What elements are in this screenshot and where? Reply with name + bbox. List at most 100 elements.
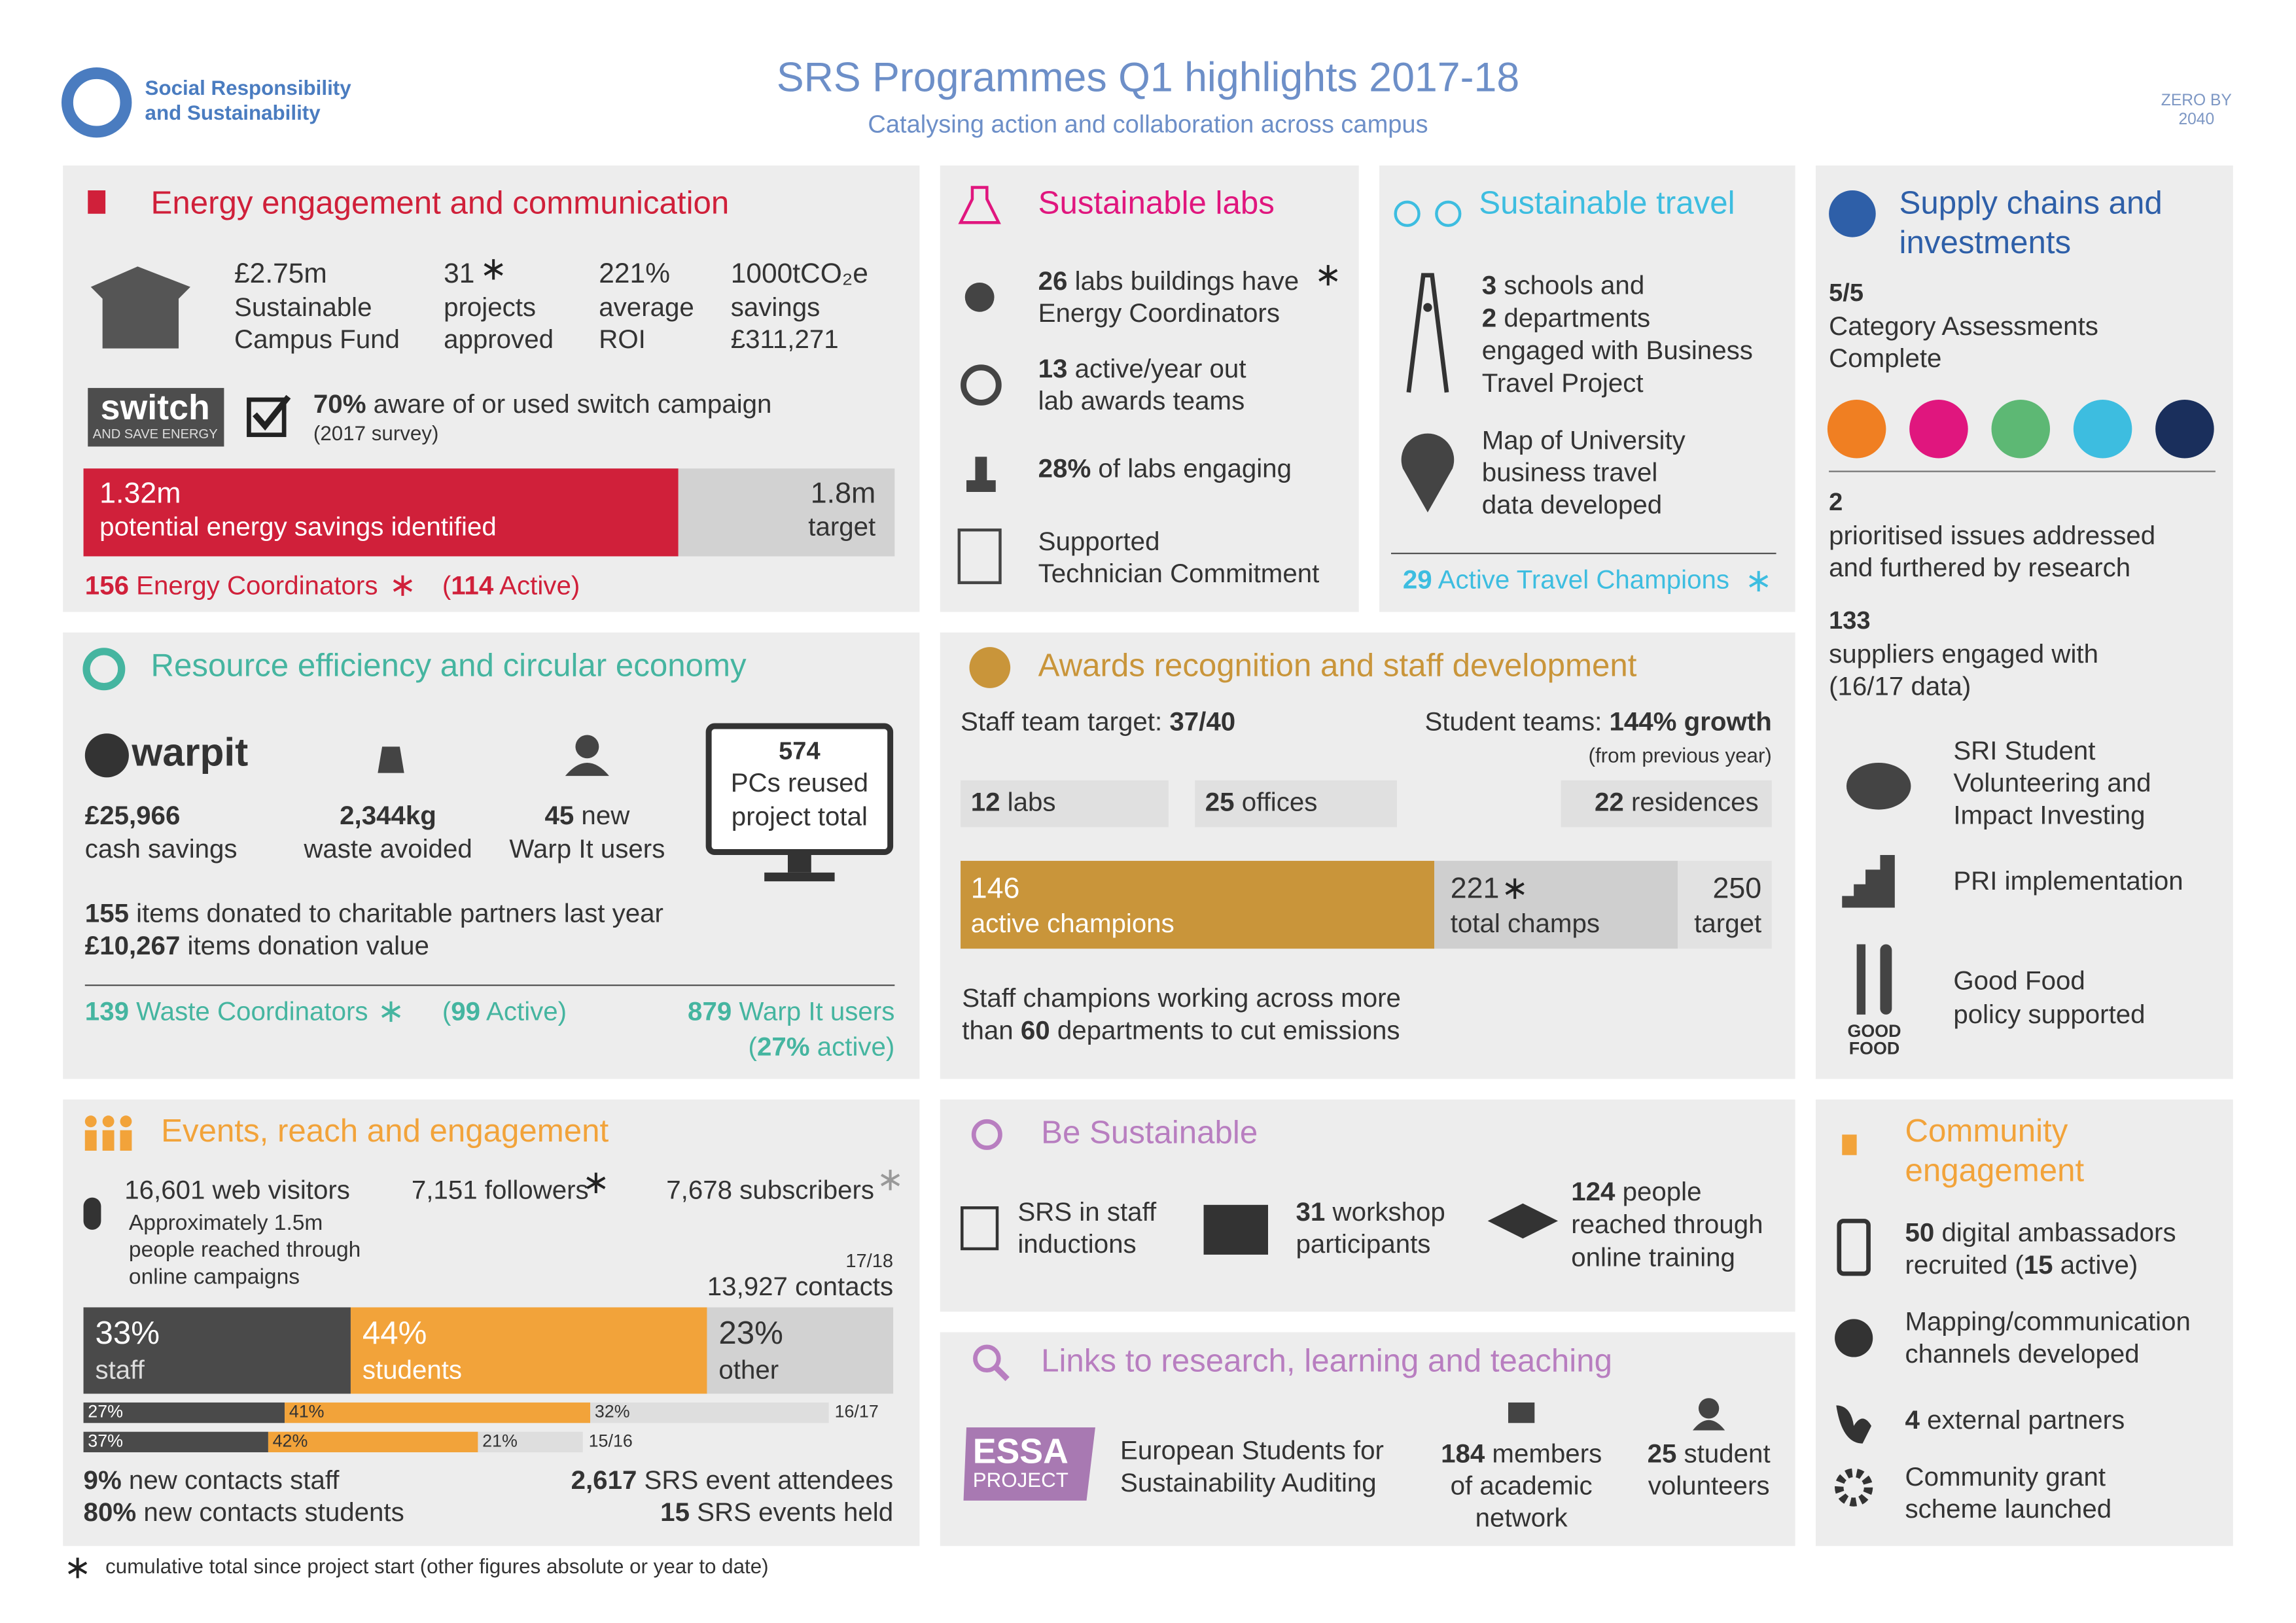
subtitle: Catalysing action and collaboration acro… bbox=[868, 111, 1428, 139]
asterisk-icon bbox=[586, 1176, 606, 1189]
text: Sustainable bbox=[234, 292, 372, 322]
panel bbox=[63, 632, 920, 1079]
text: 221% bbox=[599, 258, 670, 289]
text: business travel bbox=[1482, 458, 1658, 487]
text-segment: Active) bbox=[493, 570, 580, 600]
bold-figure: 28% bbox=[1038, 453, 1091, 483]
text-segment: digital ambassadors bbox=[1934, 1217, 2176, 1247]
text-segment: Energy Coordinators bbox=[129, 570, 378, 600]
text: projects bbox=[444, 292, 536, 322]
hands-icon bbox=[1836, 1405, 1872, 1444]
text-segment: new contacts students bbox=[136, 1497, 404, 1527]
bold-figure: 50 bbox=[1905, 1217, 1934, 1247]
text: 574 bbox=[779, 737, 820, 765]
bold-figure: 26 bbox=[1038, 266, 1068, 296]
panel bbox=[940, 1099, 1795, 1312]
bold-figure: 25 bbox=[1205, 787, 1235, 816]
text: Mapping/communication bbox=[1905, 1307, 2190, 1336]
search-icon bbox=[973, 1344, 1001, 1373]
be-sustainable-icon bbox=[971, 1119, 1002, 1150]
switch-logo-box bbox=[88, 388, 224, 447]
text: 250 bbox=[1713, 872, 1762, 905]
bold-figure: 12 bbox=[971, 787, 1000, 816]
user-icon bbox=[1698, 1398, 1720, 1419]
rich-text: Student teams: 144% growth bbox=[1424, 707, 1771, 736]
bold-figure: 155 bbox=[85, 898, 129, 928]
text-segment: labs buildings have bbox=[1067, 266, 1299, 296]
rich-text: £25,966 bbox=[85, 800, 181, 829]
logo-ring bbox=[61, 67, 132, 138]
text: 2 bbox=[1829, 489, 1843, 516]
rich-text: 70% aware of or used switch campaign bbox=[313, 389, 772, 419]
text: 2040 bbox=[2178, 111, 2214, 128]
text: European Students for bbox=[1120, 1436, 1384, 1465]
text-segment: new bbox=[574, 800, 630, 829]
text: 32% bbox=[595, 1402, 630, 1422]
text: 1.32m bbox=[99, 476, 181, 509]
rich-text: 2 departments bbox=[1482, 303, 1650, 332]
bold-figure: £25,966 bbox=[85, 800, 181, 829]
text-segment: SRS event attendees bbox=[637, 1465, 893, 1494]
bold-figure: 60 bbox=[1021, 1015, 1050, 1045]
text: volunteers bbox=[1648, 1471, 1770, 1500]
bold-figure: 184 bbox=[1441, 1439, 1485, 1468]
bike-icon bbox=[1435, 200, 1462, 227]
text: (2017 survey) bbox=[313, 422, 439, 445]
champions-bar bbox=[1678, 860, 1772, 949]
text: Staff champions working across more bbox=[962, 983, 1401, 1013]
panel bbox=[940, 632, 1795, 1079]
bold-figure: 124 bbox=[1571, 1177, 1616, 1206]
text: target bbox=[808, 512, 875, 542]
text-segment: active) bbox=[2053, 1249, 2138, 1279]
text-segment: schools and bbox=[1496, 270, 1644, 300]
food-icon bbox=[1856, 944, 1866, 1015]
text-segment: Staff team target: bbox=[961, 707, 1169, 736]
text: Sustainability Auditing bbox=[1120, 1468, 1377, 1497]
text: project total bbox=[732, 802, 868, 831]
text: 41% bbox=[289, 1402, 325, 1422]
text: of academic bbox=[1451, 1471, 1593, 1500]
rich-text: 26 labs buildings have bbox=[1038, 266, 1299, 296]
rich-text: Staff team target: 37/40 bbox=[961, 707, 1235, 736]
bold-figure: 4 bbox=[1905, 1405, 1920, 1435]
bold-figure: 25 bbox=[1648, 1439, 1677, 1468]
text: (from previous year) bbox=[1589, 744, 1772, 767]
check-icon bbox=[253, 394, 291, 431]
rich-text: 2,344kg bbox=[340, 800, 436, 829]
bold-figure: 2,617 bbox=[571, 1465, 637, 1494]
text: online campaigns bbox=[129, 1265, 300, 1289]
text: 5/5 bbox=[1829, 279, 1863, 307]
bold-figure: 27% bbox=[757, 1032, 810, 1061]
text-segment: departments bbox=[1496, 303, 1650, 332]
text: PCs reused bbox=[731, 768, 868, 797]
text: reached through bbox=[1571, 1210, 1763, 1239]
text: 7,678 subscribers bbox=[666, 1175, 874, 1204]
text-segment: student bbox=[1676, 1439, 1770, 1468]
essa-logo bbox=[963, 1427, 1095, 1501]
text: 44% bbox=[362, 1315, 427, 1351]
monitor-stand bbox=[787, 852, 811, 873]
panel bbox=[1815, 1099, 2233, 1546]
section-title: investments bbox=[1899, 224, 2072, 260]
text: other bbox=[718, 1355, 779, 1385]
text: average bbox=[599, 292, 694, 322]
chat-icon bbox=[1835, 1319, 1873, 1357]
text: Map of University bbox=[1482, 426, 1686, 455]
asterisk-icon bbox=[393, 579, 412, 592]
text: participants bbox=[1296, 1229, 1431, 1259]
text: ROI bbox=[599, 324, 646, 354]
text: Volunteering and bbox=[1953, 768, 2151, 797]
category-icon bbox=[1991, 399, 2051, 459]
bold-figure: 114 bbox=[451, 570, 494, 600]
asterisk-icon bbox=[1505, 882, 1525, 896]
bold-figure: 879 bbox=[688, 996, 732, 1026]
text: 31 bbox=[444, 258, 474, 289]
text: 7,151 followers bbox=[412, 1175, 589, 1204]
asterisk-icon bbox=[68, 1562, 88, 1575]
history-bar bbox=[83, 1431, 268, 1453]
bold-figure: 15 bbox=[2024, 1249, 2053, 1279]
history-bar bbox=[285, 1402, 591, 1423]
panel bbox=[1379, 165, 1795, 612]
